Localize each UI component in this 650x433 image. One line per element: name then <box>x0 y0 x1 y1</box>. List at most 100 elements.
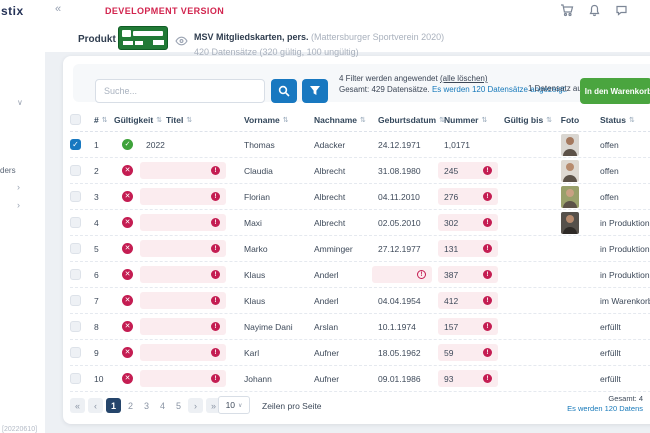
page-button-2[interactable]: 2 <box>127 400 133 411</box>
sort-icon[interactable]: ⇅ <box>481 116 488 124</box>
table-row[interactable]: 1 ✓ 2022! Thomas Adacker 24.12.1971! 1,0… <box>70 132 650 158</box>
page-button-5[interactable]: 5 <box>175 400 181 411</box>
sidebar-collapse-icon[interactable]: « <box>55 3 62 15</box>
sort-icon[interactable]: ⇅ <box>101 116 108 124</box>
sort-icon[interactable]: ⇅ <box>156 116 163 124</box>
shown-records-link[interactable]: Es werden 120 Datensätze angezeigt. <box>431 85 568 94</box>
row-checkbox[interactable] <box>70 243 81 254</box>
titel-field[interactable]: ! <box>140 188 226 205</box>
search-input[interactable] <box>95 79 265 103</box>
filter-applied-text: 4 Filter werden angewendet <box>339 74 440 83</box>
eye-icon[interactable] <box>175 33 188 46</box>
table-row[interactable]: 9 ✕ ! Karl Aufner 18.05.1962! 59! erfüll… <box>70 340 650 366</box>
nummer-field[interactable]: 1,0171! <box>444 139 470 150</box>
row-checkbox[interactable] <box>70 165 81 176</box>
last-page-button[interactable]: » <box>206 398 221 413</box>
titel-field[interactable]: ! <box>140 344 226 361</box>
column-header-geburtsdatum[interactable]: Geburtsdatum ⇅ <box>378 114 445 125</box>
nummer-field[interactable]: 245! <box>438 162 498 179</box>
search-button[interactable] <box>271 79 297 103</box>
clear-filters-link[interactable]: (alle löschen) <box>439 74 488 83</box>
nummer-field[interactable]: 387! <box>438 266 498 283</box>
cart-icon[interactable] <box>560 3 574 17</box>
page-button-4[interactable]: 4 <box>159 400 165 411</box>
page-size-select[interactable]: 10 ∨ <box>218 396 250 414</box>
column-header-num[interactable]: # ⇅ <box>94 114 108 125</box>
column-header-validity[interactable]: Gültigkeit ⇅ <box>114 114 163 125</box>
chat-icon[interactable] <box>614 3 628 17</box>
row-checkbox[interactable] <box>70 295 81 306</box>
table-row[interactable]: 8 ✕ ! Nayime Dani Arslan 10.1.1974! 157!… <box>70 314 650 340</box>
geburtsdatum-field[interactable]: 31.08.1980! <box>378 165 421 176</box>
table-row[interactable]: 2 ✕ ! Claudia Albrecht 31.08.1980! 245! … <box>70 158 650 184</box>
table-row[interactable]: 7 ✕ ! Klaus Anderl 04.04.1954! 412! im W… <box>70 288 650 314</box>
first-page-button[interactable]: « <box>70 398 85 413</box>
select-all-checkbox[interactable] <box>70 114 81 125</box>
titel-field[interactable]: ! <box>140 292 226 309</box>
row-checkbox[interactable] <box>70 347 81 358</box>
nummer-field[interactable]: 131! <box>438 240 498 257</box>
sidebar-item-fragment[interactable]: ders <box>0 166 16 175</box>
column-header-nachname[interactable]: Nachname ⇅ <box>314 114 366 125</box>
top-bar: stix « DEVELOPMENT VERSION <box>0 0 650 22</box>
page-button-1[interactable]: 1 <box>106 398 121 413</box>
table-row[interactable]: 6 ✕ ! Klaus Anderl ! 387! in Produktion <box>70 262 650 288</box>
titel-field[interactable]: ! <box>140 240 226 257</box>
chevron-right-icon[interactable]: › <box>17 182 20 192</box>
nachname-cell: Anderl <box>314 269 339 280</box>
geburtsdatum-field[interactable]: 10.1.1974! <box>378 321 416 332</box>
sort-icon[interactable]: ⇅ <box>360 116 366 124</box>
column-header-titel[interactable]: Titel ⇅ <box>166 114 193 125</box>
chevron-down-icon[interactable]: ∨ <box>17 98 23 107</box>
sort-icon[interactable]: ⇅ <box>186 116 193 124</box>
filter-button[interactable] <box>302 79 328 103</box>
titel-field[interactable]: ! <box>140 318 226 335</box>
titel-field[interactable]: ! <box>140 162 226 179</box>
nummer-field[interactable]: 412! <box>438 292 498 309</box>
titel-field[interactable]: ! <box>140 214 226 231</box>
prev-page-button[interactable]: ‹ <box>88 398 103 413</box>
geburtsdatum-field[interactable]: 09.01.1986! <box>378 373 421 384</box>
row-checkbox[interactable] <box>70 269 81 280</box>
row-checkbox[interactable] <box>70 139 81 150</box>
row-checkbox[interactable] <box>70 321 81 332</box>
row-checkbox[interactable] <box>70 217 81 228</box>
page-button-3[interactable]: 3 <box>143 400 149 411</box>
nummer-field[interactable]: 302! <box>438 214 498 231</box>
next-page-button[interactable]: › <box>188 398 203 413</box>
add-to-cart-button[interactable]: In den Warenkorb <box>580 78 650 104</box>
geburtsdatum-field[interactable]: 04.11.2010! <box>378 191 420 202</box>
geburtsdatum-field[interactable]: ! <box>372 266 432 283</box>
row-checkbox[interactable] <box>70 191 81 202</box>
geburtsdatum-field[interactable]: 27.12.1977! <box>378 243 421 254</box>
bell-icon[interactable] <box>587 3 601 17</box>
chevron-right-icon[interactable]: › <box>17 200 20 210</box>
table-row[interactable]: 10 ✕ ! Johann Aufner 09.01.1986! 93! erf… <box>70 366 650 392</box>
sort-icon[interactable]: ⇅ <box>282 116 289 124</box>
shown-line[interactable]: Es werden 120 Datens <box>567 404 643 413</box>
column-header-nummer[interactable]: Nummer ⇅ <box>444 114 488 125</box>
nummer-field[interactable]: 93! <box>438 370 498 387</box>
table-row[interactable]: 4 ✕ ! Maxi Albrecht 02.05.2010! 302! in … <box>70 210 650 236</box>
table-row[interactable]: 3 ✕ ! Florian Albrecht 04.11.2010! 276! … <box>70 184 650 210</box>
nummer-field[interactable]: 157! <box>438 318 498 335</box>
column-header-gueltig-bis[interactable]: Gültig bis ⇅ <box>504 114 553 125</box>
titel-field[interactable]: ! <box>140 266 226 283</box>
geburtsdatum-field[interactable]: 18.05.1962! <box>378 347 421 358</box>
titel-field[interactable]: ! <box>140 370 226 387</box>
column-header-vorname[interactable]: Vorname ⇅ <box>244 114 289 125</box>
product-info: MSV Mitgliedskarten, pers. (Mattersburge… <box>194 27 444 57</box>
table-row[interactable]: 5 ✕ ! Marko Amminger 27.12.1977! 131! in… <box>70 236 650 262</box>
nummer-field[interactable]: 276! <box>438 188 498 205</box>
sort-icon[interactable]: ⇅ <box>628 116 635 124</box>
validity-icon: ✕ <box>122 347 133 358</box>
geburtsdatum-field[interactable]: 04.04.1954! <box>378 295 421 306</box>
geburtsdatum-field[interactable]: 02.05.2010! <box>378 217 421 228</box>
column-header-status[interactable]: Status ⇅ <box>600 114 635 125</box>
sort-icon[interactable]: ⇅ <box>546 116 553 124</box>
sort-icon[interactable]: ⇅ <box>439 116 445 124</box>
row-checkbox[interactable] <box>70 373 81 384</box>
titel-field[interactable]: 2022! <box>146 139 165 150</box>
nummer-field[interactable]: 59! <box>438 344 498 361</box>
geburtsdatum-field[interactable]: 24.12.1971! <box>378 139 421 150</box>
